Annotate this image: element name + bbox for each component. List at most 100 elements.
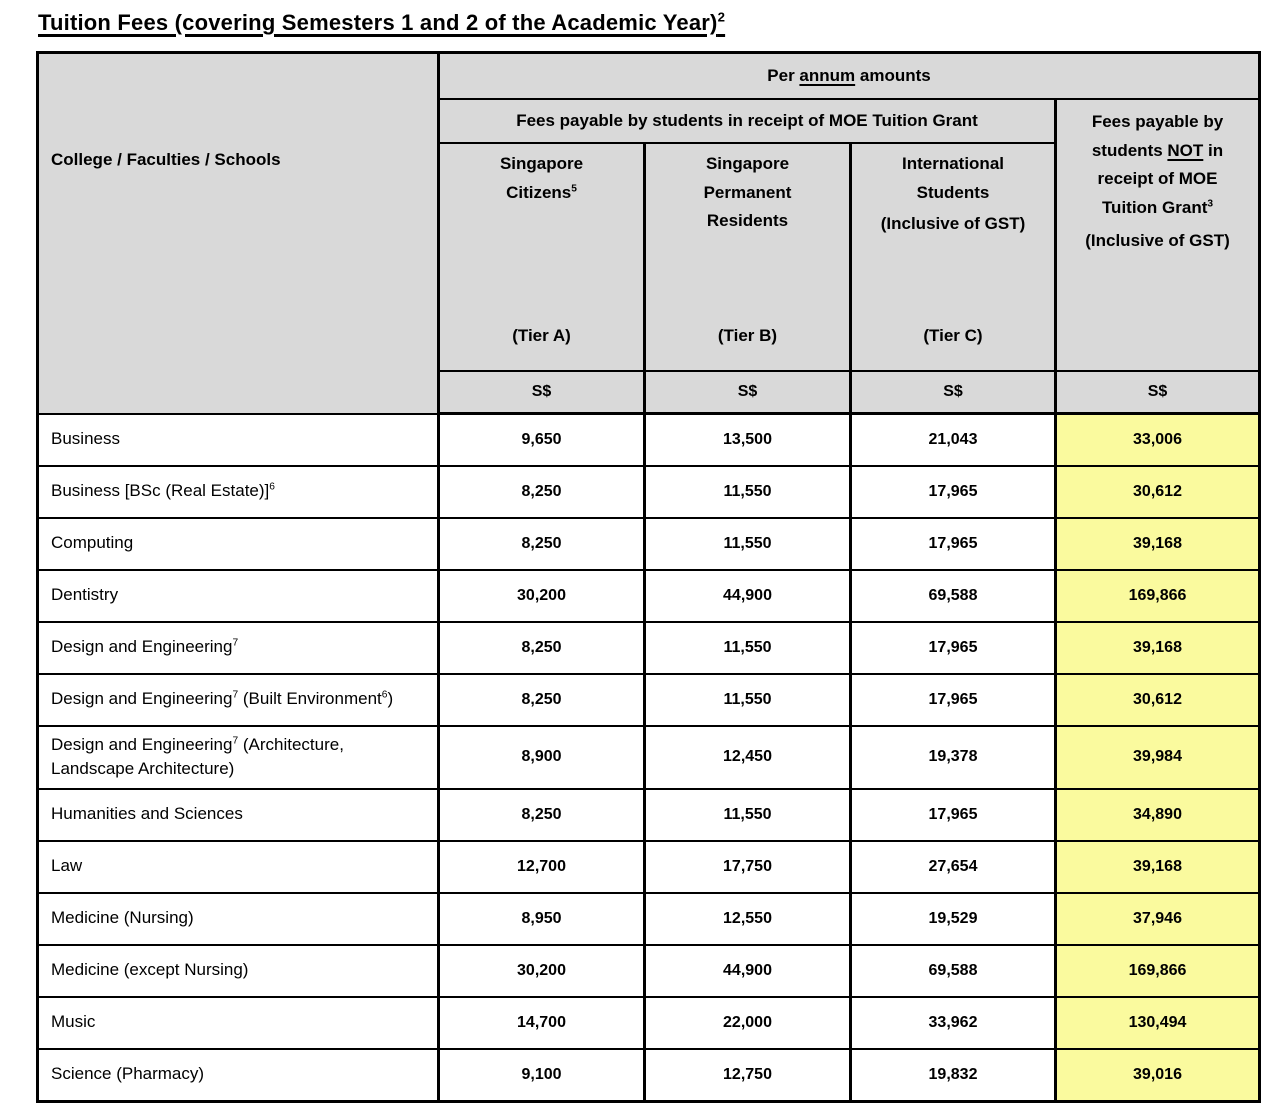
no-grant-fee-cell: 34,890 xyxy=(1054,787,1261,842)
fee-value-cell: 8,950 xyxy=(437,891,646,946)
fee-value-cell: 44,900 xyxy=(643,568,852,623)
college-name-cell: Dentistry xyxy=(36,568,440,623)
column-name: International Students xyxy=(901,154,1004,202)
table-row: Design and Engineering7 (Built Environme… xyxy=(36,672,1261,727)
fee-value-cell: 69,588 xyxy=(849,568,1057,623)
fee-value-cell: 17,965 xyxy=(849,787,1057,842)
fee-value-cell: 11,550 xyxy=(643,464,852,519)
fee-value-cell: 21,043 xyxy=(849,412,1057,467)
fee-value-cell: 22,000 xyxy=(643,995,852,1050)
tier-column-header-c: International Students (Inclusive of GST) (… xyxy=(849,142,1057,372)
no-grant-fee-cell: 39,016 xyxy=(1054,1047,1261,1103)
table-row: Design and Engineering7 (Architecture, La… xyxy=(36,724,1261,790)
table-row: Medicine (Nursing) 8,950 12,550 19,529 37,94… xyxy=(36,891,1261,946)
no-grant-fee-cell: 39,984 xyxy=(1054,724,1261,790)
college-column-header: College / Faculties / Schools xyxy=(36,51,440,415)
table-row: Dentistry 30,200 44,900 69,588 169,866 xyxy=(36,568,1261,623)
college-name-cell: Humanities and Sciences xyxy=(36,787,440,842)
grant-group-header: Fees payable by students in receipt of M… xyxy=(437,98,1057,144)
tier-label: (Tier B) xyxy=(717,326,778,345)
fee-value-cell: 69,588 xyxy=(849,943,1057,998)
college-name-cell: Music xyxy=(36,995,440,1050)
fee-value-cell: 8,250 xyxy=(437,516,646,571)
fee-value-cell: 17,750 xyxy=(643,839,852,894)
no-grant-fee-cell: 39,168 xyxy=(1054,620,1261,675)
tier-columns-row: Singapore Citizens5 (Tier A) Singapore Perma… xyxy=(38,142,1260,372)
fee-value-cell: 12,450 xyxy=(643,724,852,790)
gst-note: (Inclusive of GST) xyxy=(880,214,1026,234)
fee-value-cell: 8,900 xyxy=(437,724,646,790)
currency-cell: S$ xyxy=(849,370,1057,415)
fee-value-cell: 9,650 xyxy=(437,412,646,467)
fee-value-cell: 8,250 xyxy=(437,620,646,675)
fee-value-cell: 8,250 xyxy=(437,464,646,519)
college-name-cell: Law xyxy=(36,839,440,894)
no-grant-fee-cell: 169,866 xyxy=(1054,568,1261,623)
fee-value-cell: 11,550 xyxy=(643,620,852,675)
college-name-cell: Science (Pharmacy) xyxy=(36,1047,440,1103)
currency-cell: S$ xyxy=(1054,370,1261,415)
fee-value-cell: 11,550 xyxy=(643,672,852,727)
fee-value-cell: 30,200 xyxy=(437,943,646,998)
college-name-cell: Design and Engineering7 xyxy=(36,620,440,675)
tier-label: (Tier C) xyxy=(923,326,983,345)
table-row: Humanities and Sciences 8,250 11,550 17,965… xyxy=(36,787,1261,842)
college-name-cell: Design and Engineering7 (Architecture, La… xyxy=(36,724,440,790)
no-grant-fee-cell: 30,612 xyxy=(1054,464,1261,519)
no-grant-fee-cell: 37,946 xyxy=(1054,891,1261,946)
no-grant-column-header: Fees payable by students NOT in receipt of… xyxy=(1054,98,1261,372)
currency-row: S$ S$ S$ S$ xyxy=(38,370,1261,415)
table-row: Law 12,700 17,750 27,654 39,168 xyxy=(36,839,1261,894)
table-header: College / Faculties / Schools Per annum … xyxy=(36,51,1261,415)
fee-value-cell: 13,500 xyxy=(643,412,852,467)
per-annum-header: Per annum amounts xyxy=(437,51,1261,100)
tier-column-header-b: Singapore Permanent Residents (Tier B) xyxy=(643,142,852,372)
no-grant-fee-cell: 39,168 xyxy=(1054,839,1261,894)
table-row: Business [BSc (Real Estate)]6 8,250 11,550… xyxy=(36,464,1261,519)
fee-value-cell: 17,965 xyxy=(849,620,1057,675)
fee-value-cell: 9,100 xyxy=(437,1047,646,1103)
currency-cell: S$ xyxy=(643,370,852,415)
no-grant-fee-cell: 130,494 xyxy=(1054,995,1261,1050)
college-name-cell: Business [BSc (Real Estate)]6 xyxy=(36,464,440,519)
college-name-cell: Design and Engineering7 (Built Environme… xyxy=(36,672,440,727)
table-row: Computing 8,250 11,550 17,965 39,168 xyxy=(36,516,1261,571)
table-body: Business 9,650 13,500 21,043 33,006 Business … xyxy=(36,412,1261,1103)
fee-value-cell: 17,965 xyxy=(849,672,1057,727)
per-annum-row: College / Faculties / Schools Per annum … xyxy=(36,51,1261,415)
fee-value-cell: 12,550 xyxy=(643,891,852,946)
table-row: Music 14,700 22,000 33,962 130,494 xyxy=(36,995,1261,1050)
fee-value-cell: 11,550 xyxy=(643,516,852,571)
college-name-cell: Medicine (except Nursing) xyxy=(36,943,440,998)
grant-group-row: Fees payable by students in receipt of M… xyxy=(38,98,1261,372)
table-row: Science (Pharmacy) 9,100 12,750 19,832 39,01… xyxy=(36,1047,1261,1103)
no-grant-fee-cell: 169,866 xyxy=(1054,943,1261,998)
tier-label: (Tier A) xyxy=(512,326,571,345)
no-grant-fee-cell: 39,168 xyxy=(1054,516,1261,571)
fee-value-cell: 19,378 xyxy=(849,724,1057,790)
fee-value-cell: 17,965 xyxy=(849,464,1057,519)
tier-column-header-a: Singapore Citizens5 (Tier A) xyxy=(437,142,646,372)
page-title: Tuition Fees (covering Semesters 1 and 2… xyxy=(38,9,726,35)
table-row: Business 9,650 13,500 21,043 33,006 xyxy=(36,412,1261,467)
fee-value-cell: 33,962 xyxy=(849,995,1057,1050)
fee-value-cell: 12,700 xyxy=(437,839,646,894)
fee-value-cell: 14,700 xyxy=(437,995,646,1050)
fee-value-cell: 17,965 xyxy=(849,516,1057,571)
fee-value-cell: 8,250 xyxy=(437,672,646,727)
fee-value-cell: 30,200 xyxy=(437,568,646,623)
no-grant-fee-cell: 30,612 xyxy=(1054,672,1261,727)
college-name-cell: Business xyxy=(36,412,440,467)
fee-value-cell: 11,550 xyxy=(643,787,852,842)
currency-cell: S$ xyxy=(437,370,646,415)
tuition-fees-table: College / Faculties / Schools Per annum … xyxy=(36,51,1261,1103)
college-name-cell: Computing xyxy=(36,516,440,571)
fee-value-cell: 19,529 xyxy=(849,891,1057,946)
no-grant-header-text: Fees payable by students NOT in receipt of… xyxy=(1091,112,1224,217)
table-row: Medicine (except Nursing) 30,200 44,900 69,… xyxy=(36,943,1261,998)
column-name: Singapore Permanent Residents xyxy=(703,154,792,231)
college-name-cell: Medicine (Nursing) xyxy=(36,891,440,946)
fee-value-cell: 12,750 xyxy=(643,1047,852,1103)
fee-value-cell: 8,250 xyxy=(437,787,646,842)
